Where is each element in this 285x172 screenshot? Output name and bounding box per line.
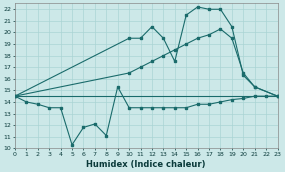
X-axis label: Humidex (Indice chaleur): Humidex (Indice chaleur) <box>86 159 206 169</box>
